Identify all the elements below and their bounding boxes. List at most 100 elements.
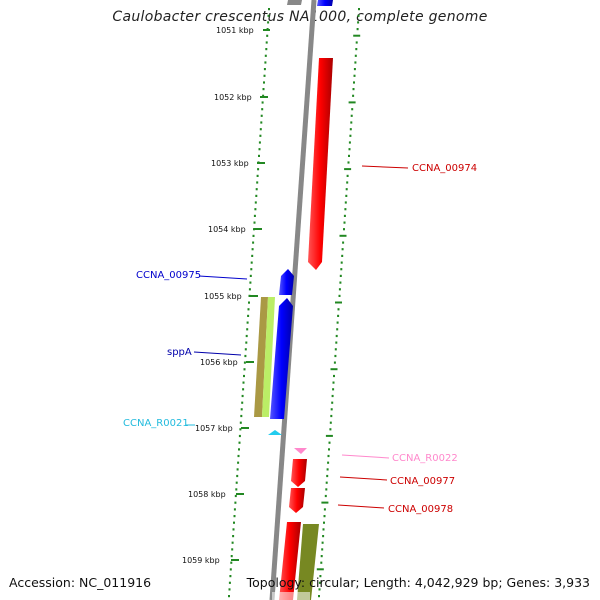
track-dot	[358, 8, 360, 10]
track-dot	[233, 528, 235, 530]
tick-1052: 1052 kbp	[214, 93, 268, 102]
track-dot	[265, 48, 267, 50]
track-dot	[325, 495, 327, 497]
track-tick	[349, 101, 356, 103]
track-dot	[320, 562, 322, 564]
track-dot	[347, 175, 349, 177]
track-dot	[342, 248, 344, 250]
label-ccna-r0021: CCNA_R0021	[123, 418, 189, 429]
track-dot	[256, 181, 258, 183]
track-dot	[325, 488, 327, 490]
track-dot	[350, 121, 352, 123]
track-dot	[250, 275, 252, 277]
track-dot	[236, 482, 238, 484]
track-dot	[263, 88, 265, 90]
track-dot	[349, 135, 351, 137]
track-dot	[322, 535, 324, 537]
rna-ccna-r0021[interactable]	[268, 430, 282, 435]
track-dot	[337, 322, 339, 324]
track-dot	[231, 548, 233, 550]
track-dot	[261, 115, 263, 117]
tick-label-1058: 1058 kbp	[188, 490, 226, 499]
track-dot	[353, 81, 355, 83]
track-dot	[332, 395, 334, 397]
track-dot	[250, 268, 252, 270]
label-sppa: sppA	[167, 347, 192, 358]
track-dot	[230, 562, 232, 564]
track-dot	[323, 522, 325, 524]
track-dot	[244, 355, 246, 357]
tick-label-1059: 1059 kbp	[182, 556, 220, 565]
track-dot	[234, 515, 236, 517]
track-dot	[248, 308, 250, 310]
track-dot	[353, 88, 355, 90]
track-dot	[259, 148, 261, 150]
track-dot	[256, 188, 258, 190]
track-tick	[344, 168, 351, 170]
track-dot	[252, 242, 254, 244]
track-dot	[254, 208, 256, 210]
gene-ccna-00974[interactable]	[308, 58, 333, 270]
track-dot	[339, 288, 341, 290]
track-dot	[251, 255, 253, 257]
track-dot	[344, 222, 346, 224]
track-dot	[351, 115, 353, 117]
track-dot	[329, 442, 331, 444]
track-dot	[328, 455, 330, 457]
topology-text: Topology: circular; Length: 4,042,929 bp…	[247, 575, 590, 590]
track-dot	[229, 588, 231, 590]
track-dot	[339, 295, 341, 297]
track-dot	[248, 302, 250, 304]
track-dot	[234, 502, 236, 504]
track-dot	[355, 55, 357, 57]
track-dot	[357, 21, 359, 23]
gene-ccna-00975[interactable]	[279, 269, 294, 295]
track-dot	[352, 95, 354, 97]
track-dot	[251, 262, 253, 264]
label-ccna-r0022: CCNA_R0022	[392, 453, 458, 464]
track-dot	[235, 488, 237, 490]
gene-ccna-00977[interactable]	[291, 459, 307, 487]
track-dot	[326, 482, 328, 484]
track-dot	[238, 448, 240, 450]
gene-ccna-00978[interactable]	[289, 488, 305, 513]
track-dot	[340, 268, 342, 270]
track-dot	[346, 181, 348, 183]
track-dot	[266, 41, 268, 43]
track-dot	[263, 81, 265, 83]
track-dot	[235, 495, 237, 497]
track-dot	[249, 282, 251, 284]
track-dot	[330, 422, 332, 424]
track-dot	[252, 248, 254, 250]
track-dot	[254, 222, 256, 224]
track-tick	[317, 568, 324, 570]
track-dot	[333, 375, 335, 377]
track-dot	[324, 508, 326, 510]
track-dot	[354, 75, 356, 77]
track-dot	[245, 342, 247, 344]
track-dot	[239, 435, 241, 437]
track-dot	[351, 108, 353, 110]
track-dot	[335, 342, 337, 344]
track-tick	[331, 368, 338, 370]
label-ccna-00974: CCNA_00974	[412, 163, 477, 174]
track-dot	[262, 101, 264, 103]
track-dot	[357, 28, 359, 30]
track-dot	[246, 335, 248, 337]
track-dot	[331, 408, 333, 410]
track-dot	[264, 61, 266, 63]
track-dot	[247, 315, 249, 317]
track-dot	[318, 595, 320, 597]
track-dot	[266, 35, 268, 37]
track-dot	[237, 468, 239, 470]
rna-ccna-r0022[interactable]	[294, 448, 307, 454]
track-dot	[253, 235, 255, 237]
track-dot	[322, 542, 324, 544]
track-dot	[242, 395, 244, 397]
tick-label-1052: 1052 kbp	[214, 93, 252, 102]
track-dot	[255, 201, 257, 203]
track-dot	[329, 428, 331, 430]
track-dot	[268, 8, 270, 10]
track-dot	[238, 455, 240, 457]
track-dot	[345, 195, 347, 197]
